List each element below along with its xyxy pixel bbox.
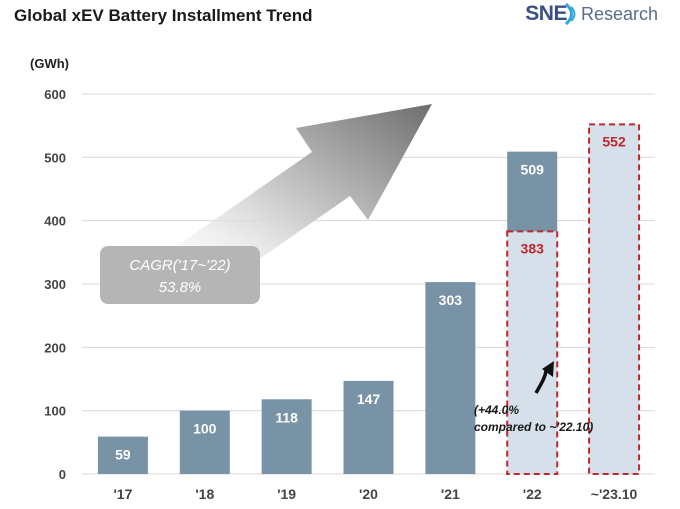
x-tick-label: '17 — [113, 486, 132, 502]
bar-full-year — [507, 151, 558, 232]
cagr-box — [100, 246, 260, 304]
bar-partial-outline — [506, 230, 559, 475]
bar-value-label: 303 — [439, 292, 463, 308]
x-tick-label: ~'23.10 — [591, 486, 638, 502]
y-tick-label: 500 — [44, 150, 66, 165]
x-tick-label: '20 — [359, 486, 378, 502]
bar-value-label: 509 — [521, 162, 545, 178]
bar-value-label: 100 — [193, 421, 217, 437]
y-tick-label: 600 — [44, 87, 66, 102]
x-tick-label: '18 — [195, 486, 214, 502]
growth-arrow-icon — [534, 370, 548, 394]
brand-sne: SNE — [525, 2, 567, 25]
bar-partial-value-label: 552 — [602, 133, 626, 149]
trend-arrow-icon — [168, 104, 432, 292]
y-tick-label: 100 — [44, 404, 66, 419]
growth-annotation-line1: (+44.0% — [474, 403, 519, 417]
bar-partial-year — [507, 231, 558, 474]
cagr-value: 53.8% — [159, 279, 202, 296]
bar-full-year — [425, 282, 476, 474]
bar-partial-outline — [588, 123, 641, 476]
x-tick-label: '21 — [441, 486, 460, 502]
cagr-label: CAGR('17~'22) — [129, 257, 230, 274]
growth-arrowhead-icon — [542, 361, 554, 377]
brand-logo: SNE Research — [525, 2, 658, 26]
bar-partial-year — [589, 124, 640, 475]
brand-research: Research — [580, 3, 658, 24]
y-tick-label: 200 — [44, 340, 66, 355]
bars: 59 100 118 147 303 509 383 552 — [97, 123, 641, 476]
bar-value-label: 147 — [357, 391, 381, 407]
y-tick-label: 0 — [59, 467, 66, 482]
bar-partial-value-label: 383 — [521, 240, 545, 256]
cagr-callout: CAGR('17~'22) 53.8% — [100, 246, 260, 304]
x-axis-ticks: '17 '18 '19 '20 '21 '22 ~'23.10 — [113, 486, 637, 502]
y-axis-label: (GWh) — [30, 56, 69, 71]
bar-full-year — [261, 399, 312, 474]
growth-annotation-line2: compared to ~'22.10) — [474, 420, 593, 434]
x-tick-label: '19 — [277, 486, 296, 502]
bar-value-label: 118 — [275, 409, 298, 425]
x-tick-label: '22 — [523, 486, 542, 502]
y-tick-label: 400 — [44, 214, 66, 229]
y-tick-label: 300 — [44, 277, 66, 292]
brand-wave-icon — [564, 2, 576, 26]
bar-full-year — [179, 410, 230, 474]
chart-title: Global xEV Battery Installment Trend — [14, 6, 313, 25]
bar-full-year — [343, 380, 394, 474]
bar-value-label: 59 — [115, 447, 131, 463]
bar-full-year — [97, 436, 148, 474]
y-axis-ticks: 0 100 200 300 400 500 600 — [44, 87, 66, 482]
